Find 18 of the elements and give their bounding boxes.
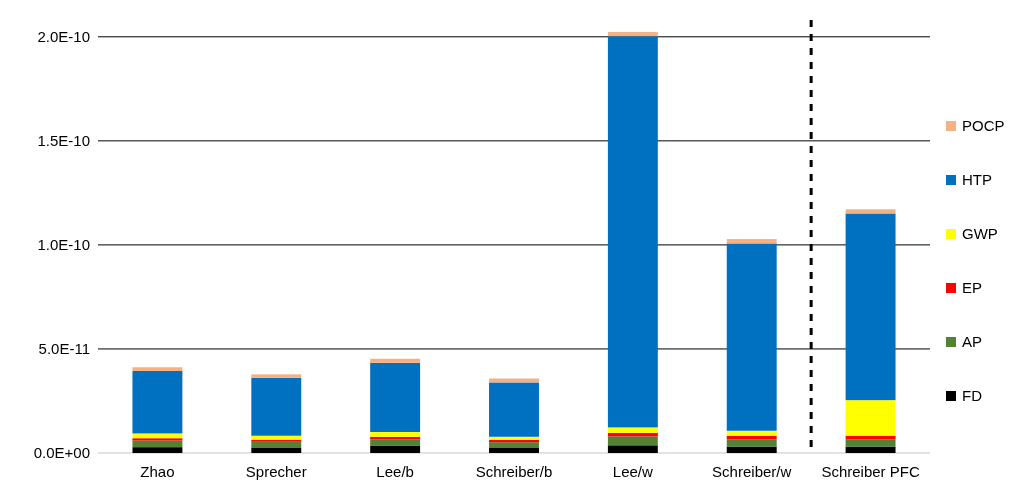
y-tick-label: 0.0E+00 xyxy=(33,444,90,462)
y-tick-label: 5.0E-11 xyxy=(38,340,90,358)
x-tick-label: Zhao xyxy=(140,463,175,480)
legend-label: HTP xyxy=(962,171,992,189)
x-tick-label: Schreiber PFC xyxy=(821,463,920,480)
legend-label: GWP xyxy=(962,225,998,243)
x-tick-label: Lee/w xyxy=(612,463,654,480)
legend-label: POCP xyxy=(962,117,1005,135)
x-tick-label: Schreiber/w xyxy=(712,463,792,480)
x-tick-label: Sprecher xyxy=(245,463,307,480)
y-tick-label: 1.0E-10 xyxy=(37,236,90,254)
legend-label: FD xyxy=(962,387,983,405)
y-tick-label: 2.0E-10 xyxy=(37,28,90,46)
legend-label: AP xyxy=(962,333,983,351)
legend-label: EP xyxy=(962,279,983,297)
y-tick-label: 1.5E-10 xyxy=(37,132,90,150)
x-tick-label: Schreiber/b xyxy=(475,463,553,480)
x-tick-label: Lee/b xyxy=(376,463,414,480)
